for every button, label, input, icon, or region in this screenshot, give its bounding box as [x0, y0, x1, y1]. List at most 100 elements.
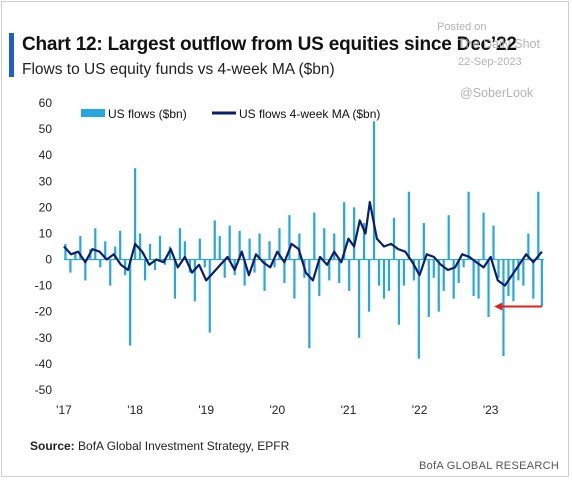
flow-bar	[243, 259, 246, 286]
y-tick-label: 20	[39, 200, 53, 214]
flow-bar	[94, 228, 97, 260]
flow-bar	[353, 207, 356, 260]
flow-bar	[283, 259, 286, 284]
flow-bar	[248, 238, 251, 260]
flow-bar	[462, 259, 465, 268]
flow-bar	[223, 259, 226, 278]
moving-average-series	[63, 201, 543, 287]
flow-bar	[502, 259, 505, 357]
flow-bar	[228, 225, 231, 260]
y-tick-label: -30	[35, 331, 53, 345]
y-tick-label: -40	[35, 357, 53, 371]
x-tick-label: '19	[198, 403, 214, 417]
flow-bar	[313, 212, 316, 260]
flow-bar	[472, 259, 475, 297]
flow-bar	[268, 241, 271, 260]
legend: US flows ($bn) US flows 4-week MA ($bn)	[81, 107, 380, 121]
watermark-date: 22-Sep-2023	[458, 56, 522, 68]
flow-bar	[532, 259, 535, 299]
flow-bar	[263, 259, 266, 291]
flow-bar	[402, 259, 406, 286]
watermark-site: The Daily Shot	[458, 37, 540, 51]
x-tick-label: '22	[412, 403, 428, 417]
y-axis-ticks: 60 50 40 30 20 10 0 -10 -20 -30 -40 -50	[35, 96, 53, 397]
flow-bar	[273, 259, 276, 268]
source-note: Source: BofA Global Investment Strategy,…	[30, 439, 289, 453]
flow-bar	[198, 238, 201, 260]
legend-label-flows: US flows ($bn)	[108, 107, 187, 121]
flow-bar	[348, 259, 351, 291]
flow-bar	[278, 228, 281, 260]
y-tick-label: -50	[35, 383, 53, 397]
flow-bar	[119, 230, 122, 260]
flow-bar	[138, 233, 142, 260]
flow-bar	[308, 259, 311, 349]
flow-bar	[537, 191, 540, 260]
flow-bar	[362, 223, 366, 260]
flow-bar	[467, 191, 470, 260]
flow-bar	[253, 259, 256, 273]
arrow-head	[494, 302, 503, 311]
flow-bar	[442, 259, 445, 291]
flow-bar	[99, 259, 102, 268]
flow-bar	[527, 233, 530, 260]
flow-bar	[397, 259, 401, 325]
y-tick-label: -10	[35, 279, 53, 293]
flow-bar	[114, 246, 117, 260]
flow-bar	[507, 259, 510, 297]
flow-bar	[288, 215, 291, 260]
flow-bar	[333, 233, 336, 260]
flow-bar	[477, 259, 480, 299]
flow-bar	[328, 259, 331, 281]
y-tick-label: 60	[39, 96, 53, 110]
y-tick-label: 30	[39, 174, 53, 188]
flow-bar	[258, 233, 261, 260]
flow-bar	[74, 251, 77, 260]
flow-bar	[218, 236, 221, 260]
flow-bar	[382, 259, 386, 299]
x-tick-label: '20	[270, 403, 286, 417]
watermark-posted-on: Posted on	[437, 21, 487, 33]
flow-bar	[323, 228, 326, 260]
flow-bar	[517, 259, 520, 281]
x-tick-label: '17	[56, 403, 72, 417]
flow-bar	[358, 259, 361, 338]
flow-bar	[407, 191, 410, 260]
flow-bar	[238, 230, 241, 260]
flow-bar	[168, 246, 172, 260]
watermark-handle: @SoberLook	[460, 86, 534, 100]
flow-bar	[447, 215, 450, 260]
flow-bar	[392, 217, 396, 260]
flow-bar	[452, 259, 455, 299]
flow-bar	[153, 259, 157, 270]
x-axis-ticks: '17 '18 '19 '20 '21 '22 '23	[56, 403, 499, 417]
flow-bar	[427, 259, 430, 317]
legend-label-ma: US flows 4-week MA ($bn)	[239, 107, 380, 121]
flow-bar	[487, 259, 490, 317]
chart-title: Chart 12: Largest outflow from US equiti…	[22, 34, 517, 55]
x-tick-label: '21	[341, 403, 357, 417]
flow-bar	[148, 243, 152, 260]
flow-bar	[343, 202, 346, 260]
x-tick-label: '23	[483, 403, 499, 417]
flow-bar	[298, 233, 301, 260]
flow-bar	[178, 228, 182, 260]
flow-bar	[318, 259, 321, 297]
annotation-arrow	[494, 302, 542, 311]
flow-bar	[213, 220, 216, 260]
flow-bar	[372, 121, 376, 260]
flow-bar	[512, 259, 515, 302]
y-tick-label: 10	[39, 226, 53, 240]
flow-bar	[129, 259, 132, 346]
flow-bar	[173, 259, 177, 299]
flow-bar	[338, 259, 341, 284]
flow-bar	[64, 243, 67, 260]
flow-bar	[457, 259, 460, 284]
flow-bar	[417, 259, 420, 359]
flow-bar	[183, 241, 186, 260]
flow-bar	[208, 259, 211, 333]
flow-bar	[109, 259, 112, 286]
flow-bars	[64, 121, 543, 359]
flow-bar	[540, 259, 543, 307]
